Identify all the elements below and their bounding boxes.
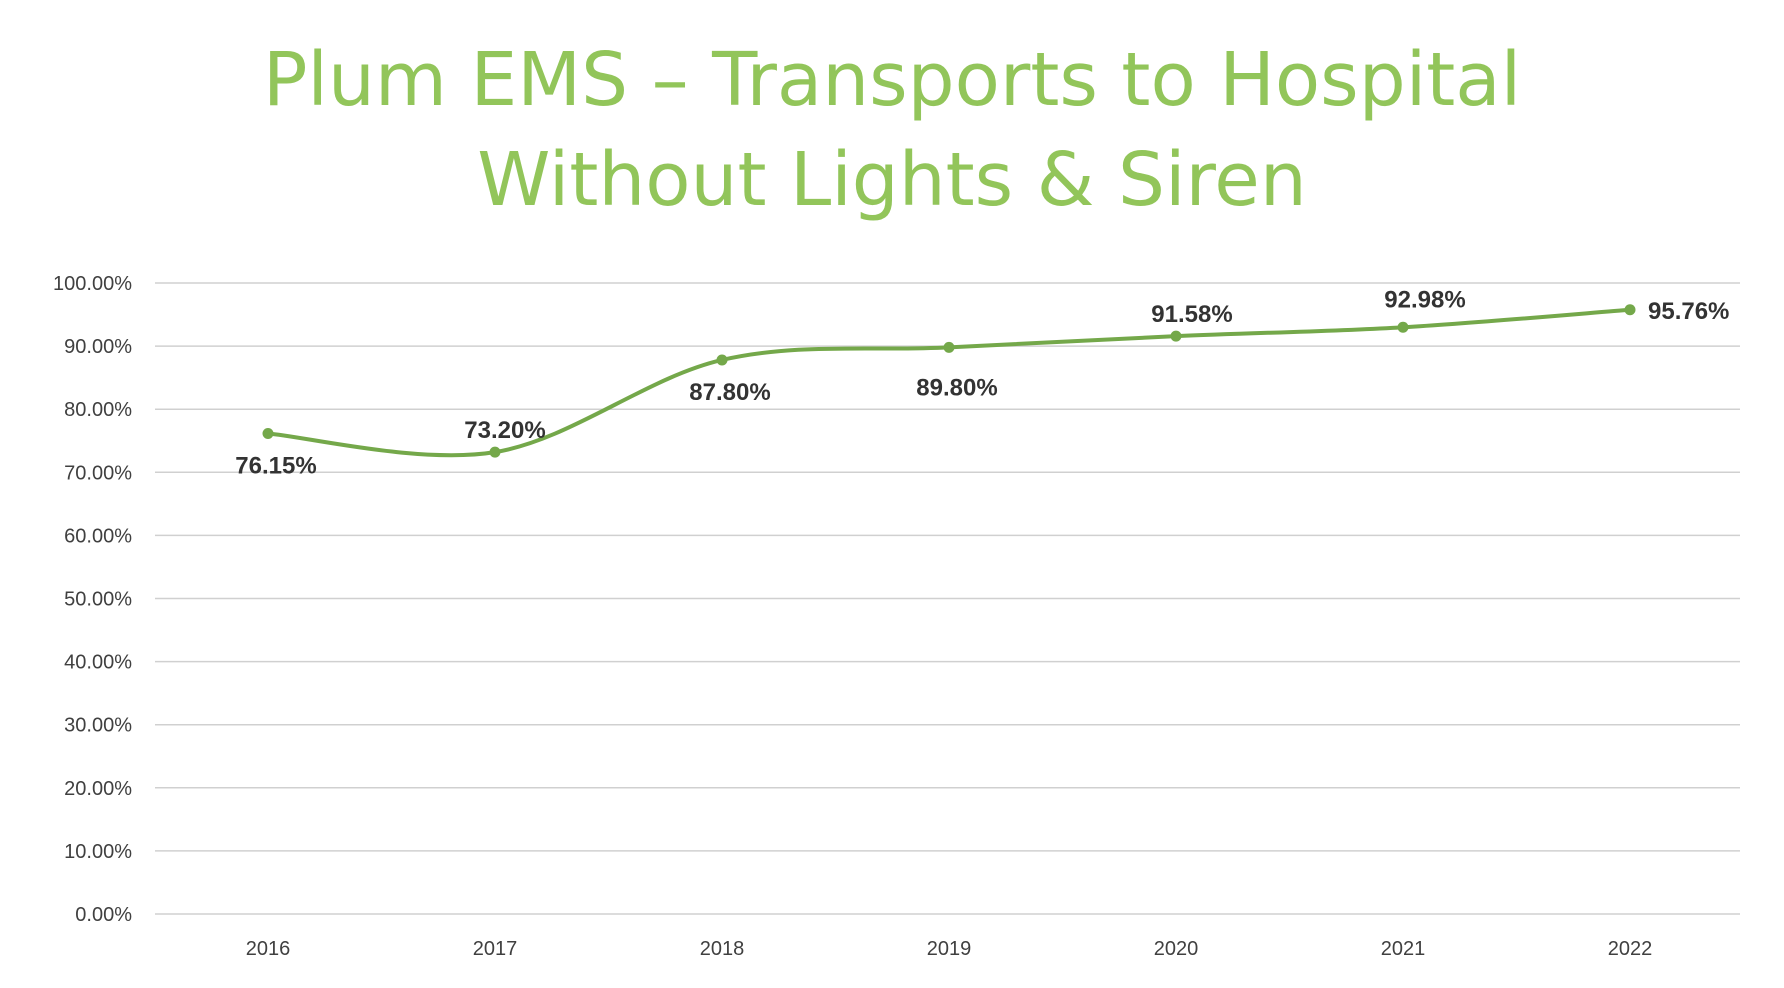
x-tick-label: 2018 (700, 938, 745, 960)
chart-title: Plum EMS – Transports to Hospital Withou… (0, 30, 1784, 230)
y-tick-label: 100.00% (53, 273, 132, 295)
data-point (943, 341, 955, 353)
data-point (1397, 321, 1409, 333)
data-label: 91.58% (1151, 301, 1232, 328)
data-label: 89.80% (916, 374, 997, 401)
y-tick-label: 60.00% (64, 525, 132, 547)
data-point (262, 427, 274, 439)
y-tick-label: 20.00% (64, 778, 132, 800)
y-axis: 0.00% 10.00% 20.00% 30.00% 40.00% 50.00% 60.00… (53, 273, 132, 926)
data-label: 73.20% (464, 417, 545, 444)
chart-title-line-1: Plum EMS – Transports to Hospital (262, 37, 1522, 123)
y-tick-label: 10.00% (64, 841, 132, 863)
data-label: 76.15% (235, 452, 316, 479)
data-point (716, 354, 728, 366)
y-tick-label: 0.00% (75, 904, 132, 926)
data-point (489, 446, 501, 458)
data-labels: 76.15% 73.20% 87.80% 89.80% 91.58% 92.98% 95.7… (235, 286, 1729, 479)
data-label: 87.80% (689, 379, 770, 406)
x-tick-label: 2016 (246, 938, 291, 960)
x-axis: 2016 2017 2018 2019 2020 2021 2022 (246, 938, 1653, 960)
data-point (1624, 304, 1636, 316)
x-tick-label: 2019 (927, 938, 972, 960)
y-tick-label: 30.00% (64, 715, 132, 737)
x-tick-label: 2022 (1608, 938, 1653, 960)
x-tick-label: 2021 (1381, 938, 1426, 960)
series-line (262, 304, 1636, 458)
gridlines (155, 282, 1740, 915)
chart-title-line-2: Without Lights & Siren (477, 137, 1307, 223)
y-tick-label: 90.00% (64, 336, 132, 358)
y-tick-label: 70.00% (64, 462, 132, 484)
x-tick-label: 2017 (473, 938, 518, 960)
x-tick-label: 2020 (1154, 938, 1199, 960)
data-point (1170, 330, 1182, 342)
data-label: 92.98% (1384, 286, 1465, 313)
y-tick-label: 50.00% (64, 589, 132, 611)
y-tick-label: 40.00% (64, 652, 132, 674)
data-label: 95.76% (1648, 298, 1729, 325)
y-tick-label: 80.00% (64, 399, 132, 421)
